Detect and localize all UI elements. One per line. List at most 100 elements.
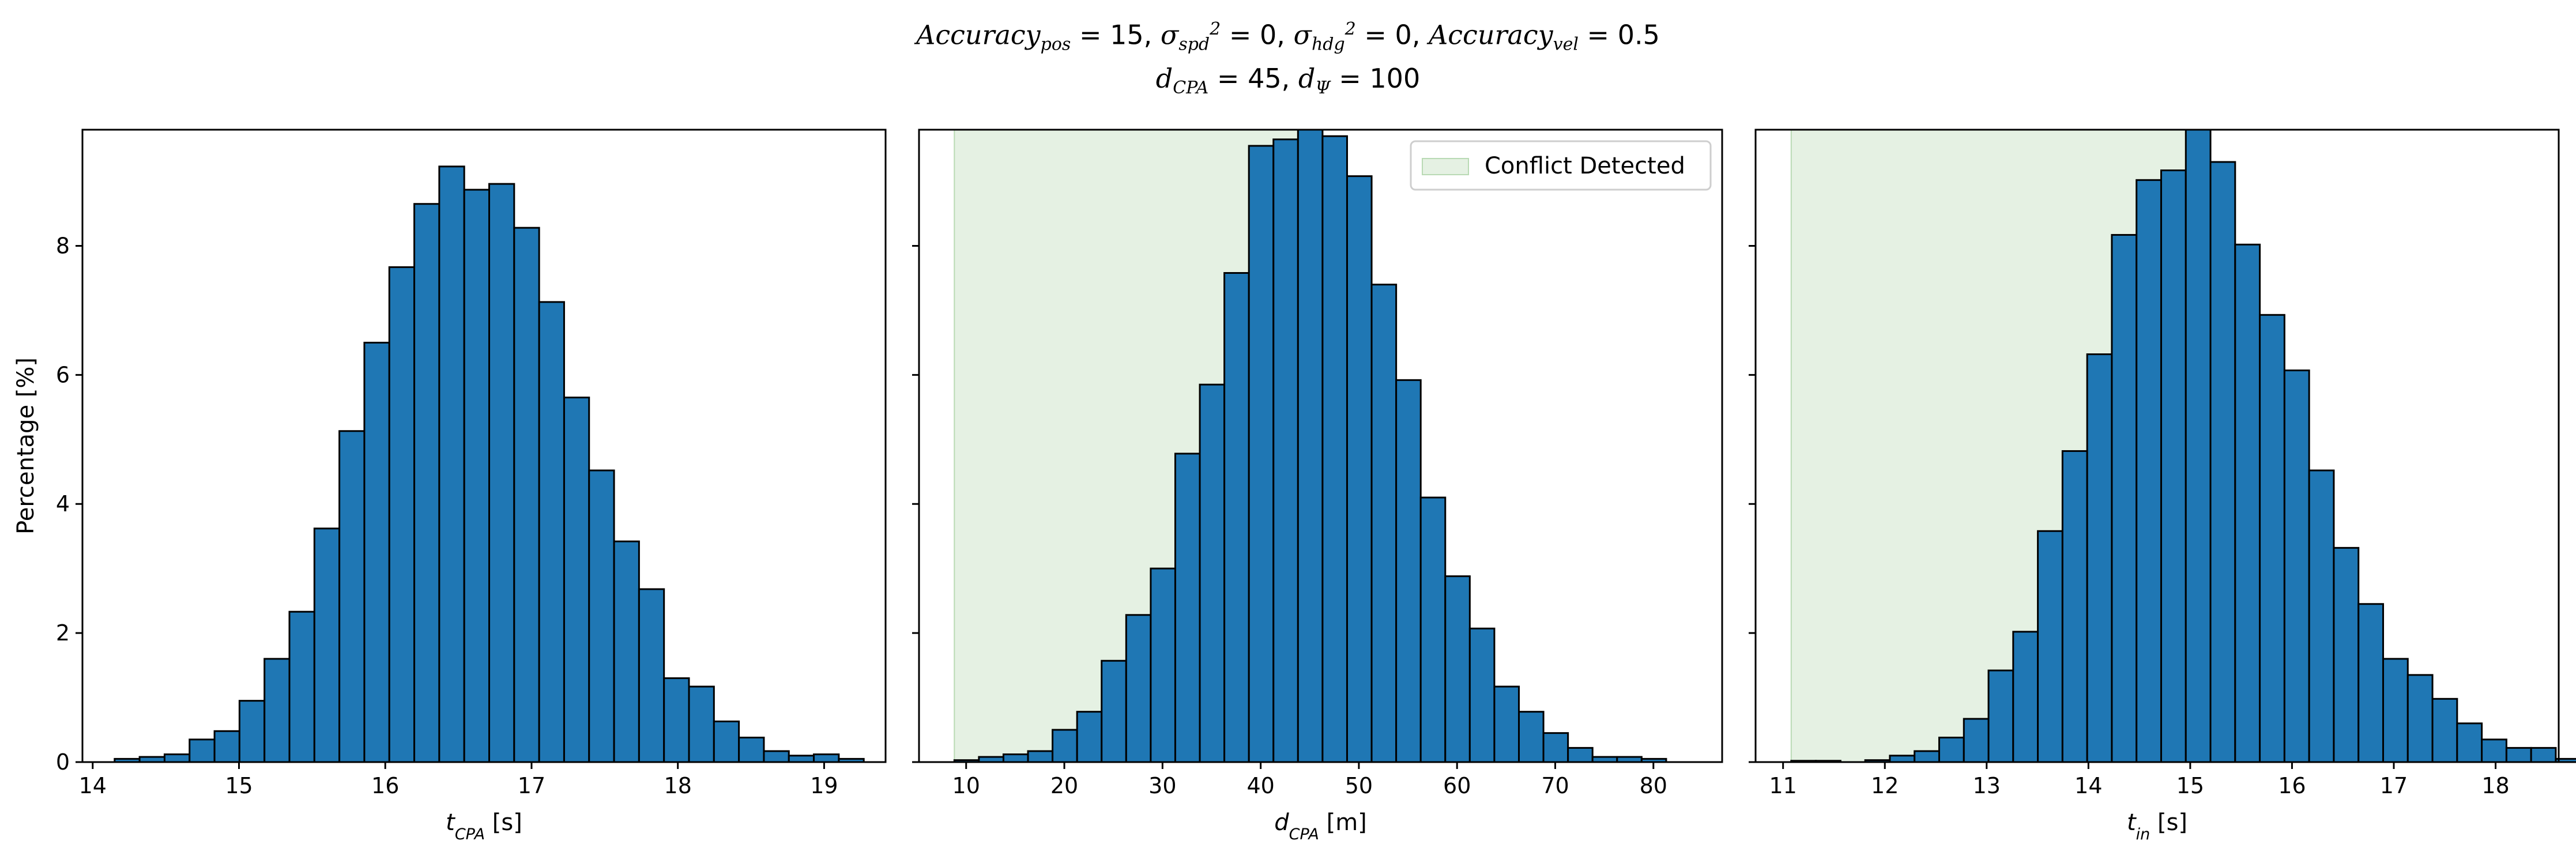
- panel-3-bar: [1963, 718, 1990, 763]
- panel-2-bar: [1444, 575, 1471, 763]
- panel-1-bar: [413, 203, 440, 763]
- panel-3-bar: [2111, 233, 2138, 763]
- panel-2-bar: [1101, 659, 1127, 763]
- panel-3-bar: [2505, 747, 2532, 763]
- panel-3-bar: [2308, 469, 2335, 763]
- panel-2-bar: [1517, 711, 1545, 763]
- panel-1-y-tick-label: 2: [56, 620, 70, 646]
- panel-2-legend-label: Conflict Detected: [1485, 153, 1685, 179]
- panel-1-bar: [738, 736, 765, 763]
- panel-2-bar: [1125, 614, 1152, 763]
- panel-1-bar: [263, 658, 291, 763]
- panel-2-bar: [1076, 711, 1103, 763]
- panel-2-legend-swatch: [1422, 158, 1469, 175]
- panel-3-bar: [1938, 736, 1965, 763]
- panel-2-bar: [1468, 627, 1496, 763]
- panel-2-x-tick-label: 60: [1443, 773, 1471, 798]
- panel-2-bar: [1297, 129, 1324, 763]
- panel-1-bar: [588, 469, 615, 763]
- panel-2-bar: [1248, 145, 1275, 763]
- panel-2-bar: [1395, 379, 1422, 763]
- panel-3-bar: [2333, 546, 2360, 763]
- panel-1-x-axis-label: tCPA [s]: [446, 809, 522, 843]
- panel-1-x-tick-label: 15: [225, 773, 253, 798]
- panel-2-bar: [1567, 747, 1594, 763]
- panel-2-x-tick-label: 70: [1541, 773, 1569, 798]
- panel-2-bar: [1419, 496, 1447, 763]
- panel-2-bar: [1002, 753, 1029, 763]
- panel-3-bar: [1987, 669, 2014, 763]
- panel-2-bar: [1199, 383, 1226, 763]
- panel-3-bar: [2406, 674, 2434, 763]
- panel-3-x-axis-label: tin [s]: [2127, 809, 2187, 843]
- panel-3-bar: [2283, 370, 2310, 763]
- panel-1-y-tick-label: 4: [56, 491, 70, 517]
- title-line-2: dCPA = 45, dΨ = 100: [1155, 62, 1421, 98]
- panel-3-bar: [2209, 161, 2236, 763]
- panel-3-bar: [2481, 738, 2507, 763]
- panel-1-bar: [338, 430, 366, 763]
- panel-2-bar: [1370, 284, 1398, 763]
- panel-1-bar: [438, 165, 465, 763]
- panel-3-x-tick-label: 17: [2380, 773, 2408, 798]
- panel-1-bar: [288, 610, 315, 763]
- panel-2-x-tick-label: 30: [1148, 773, 1176, 798]
- panel-2-bar: [1542, 732, 1569, 763]
- panel-2-bar: [1150, 567, 1176, 763]
- panel-1-axes-frame: [81, 129, 887, 763]
- panel-1-bar: [538, 301, 565, 763]
- panel-2-bar: [1174, 453, 1201, 763]
- panel-3-bar: [2234, 243, 2261, 763]
- panel-1-bar: [313, 527, 341, 763]
- panel-1-y-tick-label: 0: [56, 749, 70, 775]
- panel-2-bar: [1346, 175, 1373, 763]
- panel-1-y-tick-label: 6: [56, 362, 70, 387]
- panel-3-bar: [2061, 450, 2088, 763]
- panel-2-x-tick-label: 50: [1345, 773, 1373, 798]
- panel-2-bar: [1272, 138, 1299, 763]
- panel-2-bar: [1493, 685, 1520, 763]
- panel-2-x-axis-label: dCPA [m]: [1274, 809, 1367, 843]
- panel-1-bar: [488, 183, 515, 763]
- panel-1-bar: [613, 540, 640, 763]
- panel-3-bar: [2259, 314, 2285, 763]
- panel-3-x-tick-label: 14: [2074, 773, 2102, 798]
- panel-1-bar: [638, 588, 665, 763]
- panel-3-bar: [1914, 750, 1940, 763]
- panel-1-bar: [189, 738, 216, 763]
- panel-2-legend-box: [1410, 140, 1712, 191]
- panel-3-x-tick-label: 18: [2481, 773, 2509, 798]
- panel-2-bar: [1321, 135, 1348, 763]
- y-axis-label: Percentage [%]: [13, 357, 39, 534]
- panel-1-bar: [363, 341, 390, 763]
- panel-2-bar: [1027, 750, 1054, 763]
- panel-1-bar: [463, 189, 491, 763]
- panel-3-x-tick-label: 16: [2278, 773, 2306, 798]
- figure-title: Accuracypos = 15, σspd2 = 0, σhdg2 = 0, …: [0, 13, 2576, 105]
- panel-3-bar: [2357, 603, 2384, 763]
- title-line-1: Accuracypos = 15, σspd2 = 0, σhdg2 = 0, …: [916, 19, 1660, 55]
- panel-3-bar: [2382, 658, 2409, 763]
- panel-3-x-tick-label: 12: [1871, 773, 1899, 798]
- panel-3-bar: [2431, 698, 2458, 763]
- panel-3-x-tick-label: 11: [1769, 773, 1797, 798]
- panel-2-x-tick-label: 20: [1050, 773, 1078, 798]
- panel-3-x-tick-label: 15: [2176, 773, 2204, 798]
- panel-3-bar: [2037, 530, 2063, 763]
- panel-1-bar: [813, 753, 840, 763]
- panel-3-bar: [1889, 755, 1916, 763]
- panel-1-bar: [688, 685, 715, 763]
- panel-2-x-tick-label: 80: [1640, 773, 1667, 798]
- panel-1-x-tick-label: 16: [371, 773, 399, 798]
- panel-3-bar: [2456, 722, 2483, 763]
- panel-1-x-tick-label: 14: [79, 773, 107, 798]
- panel-1-bar: [213, 730, 240, 763]
- panel-2-x-tick-label: 10: [952, 773, 980, 798]
- panel-3-bar: [2086, 353, 2113, 763]
- panel-3-bar: [2012, 631, 2039, 763]
- panel-1-bar: [513, 227, 540, 763]
- panel-1-y-tick-label: 8: [56, 233, 70, 258]
- panel-1-x-tick-label: 17: [518, 773, 545, 798]
- panel-2-bar: [1052, 729, 1078, 763]
